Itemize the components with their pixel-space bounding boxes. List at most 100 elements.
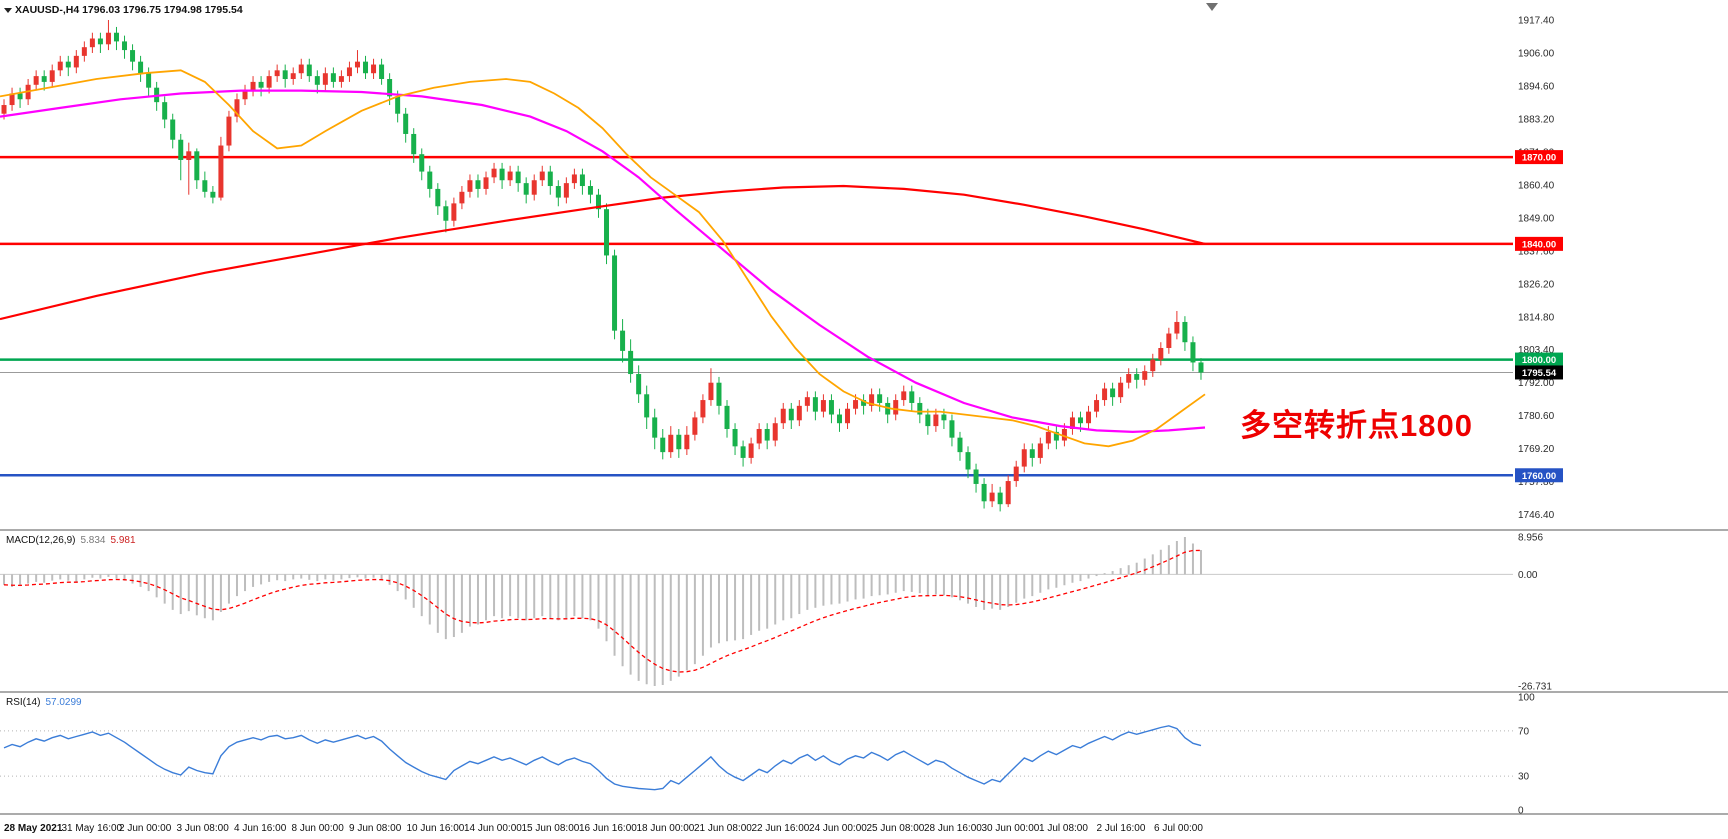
candle-body [1013,466,1019,482]
time-tick-label: 3 Jun 08:00 [177,823,230,834]
rsi-value: 57.0299 [45,697,82,708]
candle-body [427,171,433,189]
macd-indicator-label: MACD(12,26,9) 5.834 5.981 [6,535,136,546]
candle-body [909,391,915,403]
candle-body [363,61,369,74]
time-tick-label: 1 Jul 08:00 [1039,823,1088,834]
candle-body [668,434,674,453]
time-tick-label: 25 Jun 08:00 [867,823,925,834]
candle-body [146,73,152,88]
candle-body [1077,417,1083,424]
price-tick-label: 1814.80 [1518,312,1555,323]
candle-body [194,151,200,181]
candle-body [475,180,481,189]
candle-body [234,99,240,117]
price-tick-label: 1792.00 [1518,378,1555,389]
candle-body [33,76,39,85]
candle-body [676,434,682,450]
time-tick-label: 31 May 16:00 [62,823,123,834]
candle-body [941,414,947,421]
candle-body [499,168,505,181]
candle-body [338,76,344,82]
candle-body [1086,411,1092,424]
ma-slow-line [0,184,1206,321]
chart-title: XAUUSD-,H4 1796.03 1796.75 1794.98 1795.… [15,4,243,16]
candle-body [820,400,826,412]
candle-body [595,194,601,210]
candle-body [1053,431,1059,441]
macd-value-main: 5.834 [80,535,106,546]
candle-body [1029,449,1035,458]
candle-body [57,61,63,71]
candle-body [170,119,176,140]
price-tick-label: 1860.40 [1518,180,1555,191]
candle-body [330,73,336,82]
candle-body [901,391,907,401]
chart-dropdown-icon[interactable] [4,8,12,13]
candle-body [788,408,794,421]
price-tick-label: 1917.40 [1518,16,1555,27]
time-tick-label: 21 Jun 08:00 [694,823,752,834]
rsi-tick-label: 30 [1518,772,1530,783]
candle-body [740,446,746,458]
candle-body [981,483,987,502]
candle-body [105,32,111,45]
candle-body [73,55,79,68]
candle-body [138,61,144,74]
time-tick-label: 2 Jul 16:00 [1097,823,1146,834]
candle-body [812,397,818,412]
candle-body [1037,443,1043,458]
candle-body [1166,333,1172,348]
macd-tick-label: -26.731 [1518,682,1552,693]
candle-body [1118,382,1124,398]
price-tick-label: 1780.60 [1518,411,1555,422]
candle-body [515,171,521,184]
horizontal-level-lines[interactable] [0,155,1513,477]
candle-body [162,102,168,120]
candle-body [997,492,1003,505]
candle-body [853,400,859,409]
candle-body [130,50,136,62]
candle-body [1110,388,1116,398]
candle-body [178,139,184,160]
rsi-tick-label: 100 [1518,693,1535,704]
candle-body [322,73,328,85]
candle-body [282,70,288,80]
candle-body [780,408,786,424]
candle-body [828,400,834,415]
candle-body [210,191,216,198]
candle-body [604,209,610,256]
rsi-indicator-label: RSI(14) 57.0299 [6,697,82,708]
time-axis[interactable]: 28 May 2021 31 May 16:002 Jun 00:00 3 Jun … [4,823,1203,834]
ma-mid-line [0,89,1206,434]
time-tick-label: 22 Jun 16:00 [752,823,810,834]
price-badge-text: 1870.00 [1522,153,1556,164]
candle-body [1150,359,1156,372]
candle-body [724,405,730,429]
price-axis[interactable]: 1917.401906.001894.601883.201871.801860.… [1515,16,1563,522]
ma-fast-line [0,69,1206,448]
price-badge-text: 1840.00 [1522,239,1556,250]
macd-name: MACD(12,26,9) [6,535,76,546]
candle-body [202,180,208,192]
candle-body [290,73,296,80]
time-tick-label: 24 Jun 00:00 [809,823,867,834]
candle-body [949,420,955,438]
candle-body [925,414,931,427]
chart-shift-marker[interactable] [1206,3,1218,11]
price-badge-text: 1795.54 [1522,368,1557,379]
candle-body [716,382,722,406]
time-tick-label: 18 Jun 00:00 [637,823,695,834]
candle-body [371,64,377,74]
time-tick-label: 16 Jun 16:00 [579,823,637,834]
macd-value-signal: 5.981 [110,535,136,546]
price-badge-text: 1800.00 [1522,355,1556,366]
macd-tick-label: 0.00 [1518,570,1538,581]
candle-body [796,405,802,421]
price-badge-1795.54 [1515,365,1563,380]
candle-body [419,154,425,172]
candle-body [933,414,939,427]
candle-body [113,32,119,42]
